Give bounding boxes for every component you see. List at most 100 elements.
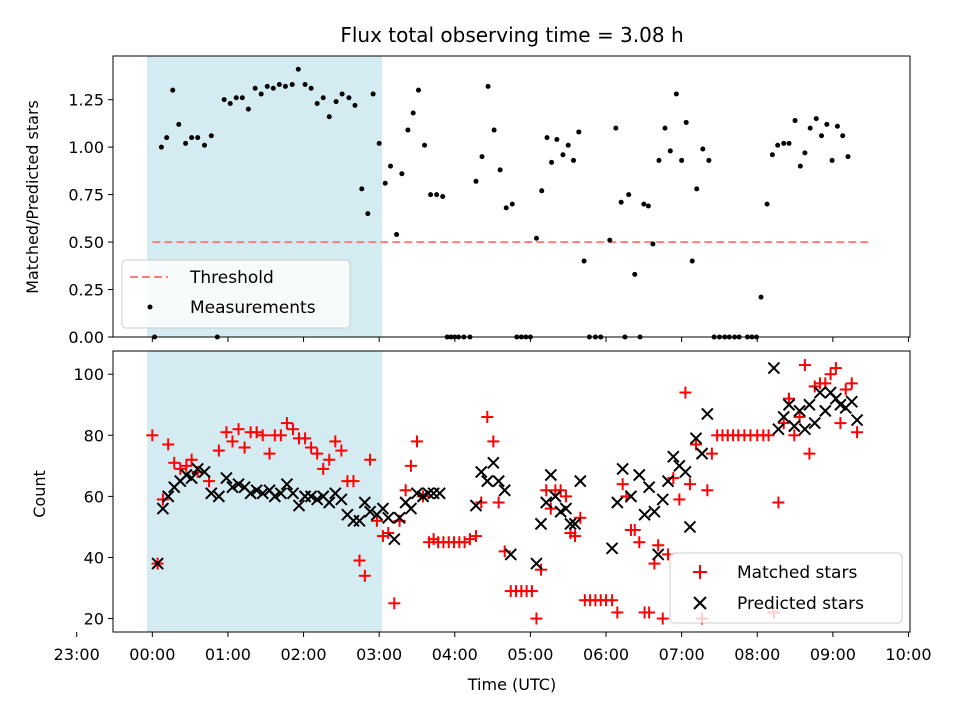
predicted-star-marker — [689, 432, 703, 445]
matched-star-marker — [162, 438, 175, 451]
measurement-point — [308, 85, 314, 91]
ratio-y-tick-label: 1.00 — [68, 138, 104, 157]
predicted-star-marker — [498, 484, 511, 497]
measurement-point — [667, 148, 673, 154]
predicted-star-marker — [274, 487, 288, 500]
measurement-point — [233, 95, 239, 101]
measurement-point — [497, 167, 503, 173]
measurement-point — [683, 119, 689, 125]
matched-star-marker — [530, 612, 543, 625]
count-panel-frame — [112, 350, 911, 633]
ratio-y-tick-label: 0.00 — [68, 328, 104, 347]
predicted-star-marker — [651, 548, 665, 561]
predicted-star-marker — [161, 490, 175, 503]
ratio-x-ticks — [76, 337, 909, 342]
predicted-star-marker — [280, 477, 294, 491]
measurement-point — [706, 157, 712, 163]
measurement-point — [239, 95, 245, 101]
time-x-tick-label: 02:00 — [280, 645, 326, 664]
matched-star-marker — [701, 484, 714, 497]
measurement-point — [282, 83, 288, 89]
measurement-point — [208, 133, 214, 139]
matched-star-marker — [299, 432, 312, 445]
predicted-star-marker — [540, 496, 553, 509]
measurement-point — [613, 125, 619, 131]
matched-star-marker — [399, 484, 412, 497]
matched-star-marker — [569, 530, 582, 543]
predicted-star-marker — [232, 477, 245, 491]
measurement-point — [549, 159, 555, 165]
predicted-star-marker — [363, 505, 377, 518]
predicted-star-marker — [205, 487, 218, 500]
measurement-point — [813, 116, 819, 122]
measurement-point — [320, 95, 326, 101]
measurement-point — [352, 102, 358, 108]
predicted-star-marker — [250, 484, 263, 497]
chart-title: Flux total observing time = 3.08 h — [340, 23, 683, 47]
measurement-point — [786, 140, 792, 146]
predicted-star-marker — [633, 468, 646, 482]
measurement-point — [415, 87, 421, 93]
matched-star-marker — [220, 426, 233, 439]
predicted-stars-points — [151, 361, 864, 570]
matched-star-marker — [226, 435, 239, 448]
matched-star-marker — [839, 383, 852, 396]
measurement-point — [376, 140, 382, 146]
matched-star-marker — [156, 493, 169, 506]
ratio-y-tick-label: 0.25 — [68, 281, 104, 300]
predicted-star-marker — [185, 471, 198, 485]
predicted-star-marker — [808, 416, 821, 430]
measurement-point — [485, 83, 491, 89]
measurement-point — [807, 125, 813, 131]
time-x-tick-label: 10:00 — [885, 645, 931, 664]
time-x-tick-label: 08:00 — [734, 645, 780, 664]
predicted-star-marker — [559, 502, 573, 515]
predicted-star-marker — [568, 517, 582, 531]
matched-star-marker — [679, 386, 692, 399]
matched-star-marker — [611, 606, 624, 619]
predicted-star-marker — [767, 361, 781, 375]
predicted-star-marker — [534, 517, 548, 531]
matched-star-marker — [481, 410, 494, 423]
predicted-star-marker — [156, 502, 170, 515]
predicted-star-marker — [404, 502, 418, 515]
legend-predicted-swatch — [693, 596, 707, 610]
count-y-tick-label: 60 — [84, 487, 104, 506]
predicted-star-marker — [212, 490, 226, 503]
predicted-star-marker — [679, 465, 692, 479]
measurement-point — [565, 142, 571, 148]
measurement-point — [434, 192, 440, 198]
legend-threshold-label: Threshold — [189, 268, 274, 288]
matched-star-marker — [238, 441, 251, 454]
measurement-point — [302, 81, 308, 87]
matched-star-marker — [347, 475, 360, 488]
measurement-point — [571, 157, 577, 163]
time-x-tick-label: 06:00 — [583, 645, 629, 664]
legend-matched-swatch — [693, 565, 707, 579]
time-x-tick-label: 05:00 — [507, 645, 553, 664]
measurement-point — [641, 201, 647, 207]
time-x-tick-label: 01:00 — [205, 645, 251, 664]
predicted-star-marker — [648, 505, 661, 518]
predicted-star-marker — [286, 487, 300, 500]
measurement-point — [539, 188, 545, 194]
measurement-point — [824, 121, 830, 127]
measurement-point — [509, 201, 515, 207]
matched-star-marker — [286, 423, 299, 436]
predicted-star-marker — [475, 465, 488, 479]
predicted-star-marker — [642, 481, 656, 494]
ratio-y-axis-label: Matched/Predicted stars — [23, 100, 42, 294]
matched-star-marker — [834, 417, 847, 430]
matched-star-marker — [633, 536, 646, 549]
count-y-tick-label: 80 — [84, 426, 104, 445]
measurement-point — [503, 205, 509, 211]
matched-star-marker — [212, 444, 225, 457]
predicted-star-marker — [695, 447, 709, 460]
predicted-star-marker — [819, 404, 832, 418]
matched-star-marker — [777, 417, 790, 430]
predicted-star-marker — [564, 517, 577, 531]
matched-star-marker — [469, 530, 482, 543]
predicted-star-marker — [504, 548, 517, 561]
measurement-point — [689, 258, 695, 264]
predicted-star-marker — [433, 487, 446, 500]
